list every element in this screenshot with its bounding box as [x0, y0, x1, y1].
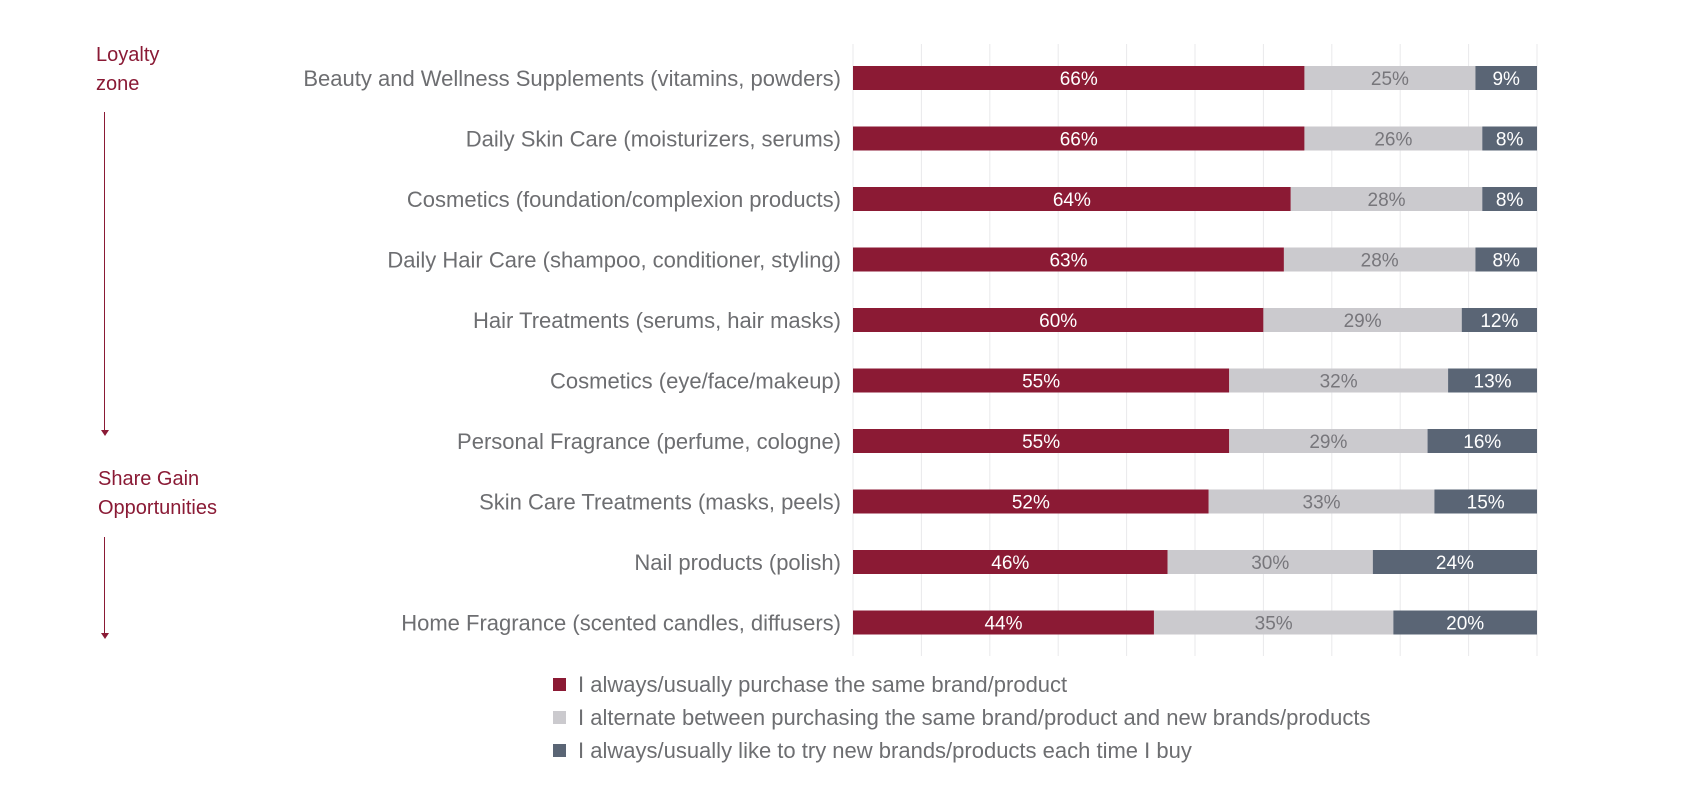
bar-segment — [1229, 429, 1428, 453]
data-label: 52% — [1012, 493, 1050, 514]
bar-segment — [1304, 66, 1476, 90]
bar-segment — [853, 610, 1154, 635]
data-label: 13% — [1474, 372, 1512, 393]
bar-segment — [1434, 489, 1537, 514]
data-label: 8% — [1496, 190, 1524, 211]
legend-swatch — [553, 744, 566, 757]
category-label: Beauty and Wellness Supplements (vitamin… — [303, 66, 841, 91]
data-label: 33% — [1303, 493, 1341, 514]
legend-label: I alternate between purchasing the same … — [578, 704, 1371, 730]
data-label: 26% — [1374, 130, 1412, 151]
data-label: 8% — [1496, 130, 1524, 151]
bar-segment — [1482, 126, 1537, 151]
bar-segment — [1482, 187, 1537, 211]
loyalty-zone-arrow-icon — [101, 430, 109, 436]
data-label: 24% — [1436, 553, 1474, 574]
data-label: 35% — [1255, 614, 1293, 635]
bar-segment — [1167, 550, 1373, 574]
category-label: Daily Skin Care (moisturizers, serums) — [466, 127, 841, 152]
data-label: 60% — [1039, 311, 1077, 332]
category-label: Personal Fragrance (perfume, cologne) — [457, 429, 841, 454]
legend-label: I always/usually purchase the same brand… — [578, 671, 1068, 697]
share-gain-label: Share Gain Opportunities — [98, 465, 217, 523]
data-label: 9% — [1492, 69, 1520, 90]
bar-segment — [853, 429, 1230, 453]
bar-segment — [1372, 550, 1537, 574]
data-label: 30% — [1251, 553, 1289, 574]
category-label: Skin Care Treatments (masks, peels) — [479, 490, 841, 515]
legend: I always/usually purchase the same brand… — [553, 668, 1371, 767]
data-label: 55% — [1022, 372, 1060, 393]
loyalty-zone-label: Loyalty zone — [96, 41, 159, 99]
bar-segment — [853, 489, 1209, 514]
bar-segment — [1393, 610, 1537, 635]
data-label: 66% — [1060, 69, 1098, 90]
category-label: Home Fragrance (scented candles, diffuse… — [401, 611, 841, 636]
share-gain-label-line2: Opportunities — [98, 497, 217, 519]
bar-segment — [1475, 66, 1537, 90]
bar-segment — [1263, 308, 1462, 332]
bar-segment — [1461, 308, 1537, 332]
data-label: 44% — [984, 614, 1022, 635]
data-label: 64% — [1053, 190, 1091, 211]
bar-segment — [1290, 187, 1483, 211]
legend-label: I always/usually like to try new brands/… — [578, 737, 1192, 763]
data-label: 29% — [1344, 311, 1382, 332]
category-label: Cosmetics (foundation/complexion product… — [407, 187, 841, 212]
bar-segment — [1427, 429, 1537, 453]
legend-swatch — [553, 678, 566, 691]
category-label: Daily Hair Care (shampoo, conditioner, s… — [387, 248, 841, 273]
bar-segment — [853, 308, 1264, 332]
bar-segment — [1448, 368, 1537, 393]
data-label: 8% — [1492, 251, 1520, 272]
data-label: 16% — [1463, 432, 1501, 453]
category-label: Cosmetics (eye/face/makeup) — [550, 369, 841, 394]
bar-segment — [1283, 247, 1476, 272]
legend-item: I alternate between purchasing the same … — [553, 701, 1371, 734]
data-label: 20% — [1446, 614, 1484, 635]
loyalty-zone-arrow-line — [104, 112, 105, 430]
bar-segment — [1475, 247, 1537, 272]
data-label: 66% — [1060, 130, 1098, 151]
legend-item: I always/usually purchase the same brand… — [553, 668, 1371, 701]
data-label: 32% — [1320, 372, 1358, 393]
data-label: 28% — [1361, 251, 1399, 272]
loyalty-zone-label-line1: Loyalty — [96, 44, 160, 66]
bar-segment — [853, 550, 1168, 574]
bar-segment — [853, 66, 1305, 90]
category-label: Nail products (polish) — [634, 550, 841, 575]
bar-segment — [1153, 610, 1394, 635]
bar-segment — [1304, 126, 1483, 151]
data-label: 25% — [1371, 69, 1409, 90]
share-gain-label-line1: Share Gain — [98, 468, 200, 490]
bar-segment — [853, 247, 1284, 272]
data-label: 46% — [991, 553, 1029, 574]
legend-swatch — [553, 711, 566, 724]
legend-item: I always/usually like to try new brands/… — [553, 734, 1371, 767]
data-label: 63% — [1049, 251, 1087, 272]
bar-segment — [1229, 368, 1449, 393]
data-label: 28% — [1368, 190, 1406, 211]
data-label: 29% — [1309, 432, 1347, 453]
bar-segment — [853, 187, 1291, 211]
data-label: 15% — [1467, 493, 1505, 514]
category-label: Hair Treatments (serums, hair masks) — [473, 308, 841, 333]
loyalty-zone-label-line2: zone — [96, 73, 140, 95]
data-label: 55% — [1022, 432, 1060, 453]
data-label: 12% — [1480, 311, 1518, 332]
bar-segment — [1208, 489, 1435, 514]
share-gain-arrow-icon — [101, 633, 109, 639]
share-gain-arrow-line — [104, 537, 105, 633]
bar-segment — [853, 126, 1305, 151]
bar-segment — [853, 368, 1230, 393]
